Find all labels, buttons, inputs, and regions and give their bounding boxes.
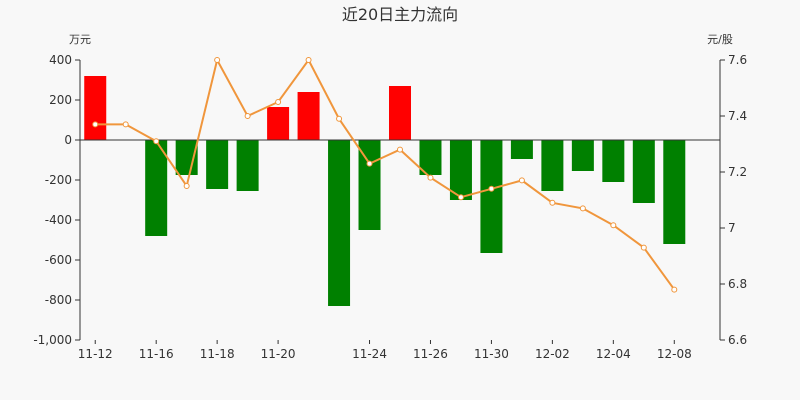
- price-point: [214, 57, 221, 63]
- bar-series: [84, 76, 686, 306]
- price-point: [671, 286, 678, 293]
- price-line-series: [92, 57, 678, 293]
- price-point: [366, 160, 373, 167]
- axes: [79, 60, 721, 340]
- left-tick-label: -1,000: [33, 333, 72, 347]
- bar: [449, 140, 472, 200]
- bar: [145, 140, 168, 236]
- bar: [480, 140, 503, 253]
- right-tick-label: 7: [728, 221, 736, 235]
- price-point: [275, 99, 282, 105]
- price-point: [518, 177, 525, 184]
- left-tick-label: -200: [45, 173, 72, 187]
- price-point: [427, 174, 434, 181]
- left-tick-label: -800: [45, 293, 72, 307]
- x-tick-label: 11-12: [78, 347, 113, 361]
- right-tick-label: 7.4: [728, 109, 747, 123]
- bar: [632, 140, 655, 203]
- right-tick-label: 6.8: [728, 277, 747, 291]
- price-point: [488, 185, 495, 192]
- left-tick-label: 0: [64, 133, 72, 147]
- x-tick-label: 11-20: [261, 347, 296, 361]
- price-point: [153, 138, 160, 145]
- left-tick-label: -600: [45, 253, 72, 267]
- bar: [510, 140, 533, 159]
- price-point: [610, 222, 617, 229]
- price-point: [122, 121, 129, 128]
- bar: [663, 140, 686, 244]
- price-point: [183, 183, 190, 189]
- price-point: [457, 194, 464, 201]
- left-tick-label: 400: [49, 53, 72, 67]
- x-tick-label: 11-26: [413, 347, 448, 361]
- bar: [84, 76, 107, 140]
- price-point: [397, 146, 403, 153]
- left-tick-label: -400: [45, 213, 72, 227]
- x-tick-label: 11-24: [352, 347, 387, 361]
- right-y-ticks: 7.6 7.4 7.2 7 6.8 6.6: [720, 53, 747, 347]
- price-point: [640, 244, 647, 251]
- x-tick-label: 11-16: [139, 347, 174, 361]
- bar: [328, 140, 351, 306]
- price-point: [336, 115, 343, 122]
- right-tick-label: 7.6: [728, 53, 747, 67]
- price-point: [549, 199, 556, 206]
- bar: [267, 107, 290, 140]
- bar: [571, 140, 594, 171]
- left-tick-label: 200: [49, 93, 72, 107]
- price-point: [579, 205, 586, 212]
- price-point: [92, 121, 99, 128]
- x-tick-label: 12-08: [657, 347, 692, 361]
- x-tick-label: 12-04: [596, 347, 631, 361]
- bar: [602, 140, 625, 182]
- chart-title: 近20日主力流向: [342, 5, 458, 24]
- right-axis-unit: 元/股: [707, 33, 733, 46]
- left-y-ticks: 400 200 0 -200 -400 -600 -800 -1,000: [33, 53, 80, 347]
- price-point: [305, 57, 312, 63]
- bar: [206, 140, 229, 189]
- x-tick-label: 12-02: [535, 347, 570, 361]
- right-tick-label: 6.6: [728, 333, 747, 347]
- left-axis-unit: 万元: [69, 33, 91, 46]
- bar: [358, 140, 381, 230]
- bar: [389, 86, 411, 140]
- x-tick-label: 11-18: [200, 347, 235, 361]
- right-tick-label: 7.2: [728, 165, 747, 179]
- bar: [236, 140, 259, 191]
- price-line: [95, 57, 676, 291]
- x-tick-label: 11-30: [474, 347, 509, 361]
- bar: [541, 140, 564, 191]
- price-point: [244, 113, 251, 119]
- bar: [297, 92, 320, 140]
- x-ticks: 11-12 11-16 11-18 11-20 11-24 11-26 11-30 12-02…: [78, 340, 692, 361]
- bar: [419, 140, 442, 175]
